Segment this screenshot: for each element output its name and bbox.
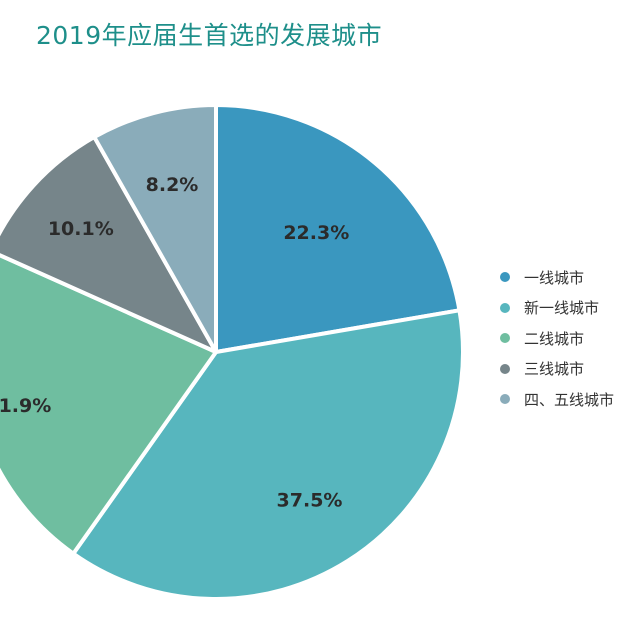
legend-swatch — [500, 333, 510, 344]
legend-label: 四、五线城市 — [524, 390, 615, 409]
legend-label: 新一线城市 — [524, 299, 600, 318]
slice-value-label: 22.3% — [283, 222, 349, 244]
legend-item: 一线城市 — [500, 262, 621, 293]
legend-swatch — [500, 302, 510, 313]
pie-slices — [0, 103, 465, 601]
pie-value-labels: 22.3% 37.5% 21.9% 10.1% 8.2% — [0, 174, 349, 512]
legend-item: 新一线城市 — [500, 293, 621, 324]
legend-item: 四、五线城市 — [500, 384, 621, 415]
slice-value-label: 8.2% — [146, 174, 199, 196]
pie-slice-2 — [71, 308, 465, 601]
legend-swatch — [500, 272, 510, 283]
pie-slice-5 — [92, 103, 218, 354]
chart-title: 2019年应届生首选的发展城市 — [36, 21, 383, 50]
legend: 一线城市新一线城市二线城市三线城市四、五线城市 — [500, 262, 621, 415]
legend-label: 二线城市 — [524, 329, 585, 348]
slice-value-label: 21.9% — [0, 395, 51, 417]
pie-slice-4 — [0, 135, 218, 354]
slice-value-label: 37.5% — [277, 489, 343, 511]
legend-swatch — [500, 363, 510, 374]
legend-item: 三线城市 — [500, 354, 621, 385]
legend-item: 二线城市 — [500, 323, 621, 354]
slice-value-label: 10.1% — [48, 218, 114, 240]
legend-swatch — [500, 394, 510, 405]
legend-label: 一线城市 — [524, 268, 585, 287]
pie-slice-1 — [214, 103, 462, 354]
legend-label: 三线城市 — [524, 360, 585, 379]
